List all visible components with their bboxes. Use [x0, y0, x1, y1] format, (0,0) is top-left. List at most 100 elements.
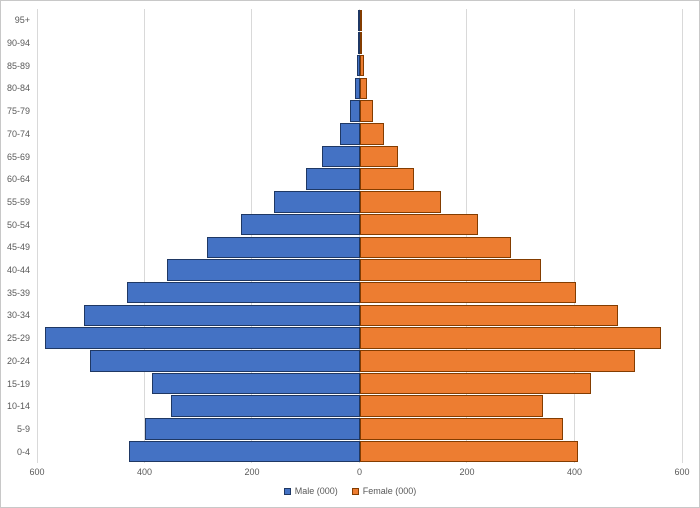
- male-bar: [322, 145, 360, 168]
- plot-area: [36, 9, 683, 463]
- female-bar: [359, 304, 618, 327]
- male-bar: [126, 281, 360, 304]
- female-bar: [359, 54, 364, 77]
- male-bar: [151, 372, 360, 395]
- female-bar: [359, 32, 362, 54]
- gridline: [681, 9, 683, 463]
- male-bar: [144, 418, 360, 440]
- pyramid-row: [37, 259, 682, 282]
- male-bar: [357, 9, 360, 32]
- male-legend-label: Male (000): [294, 486, 338, 496]
- y-axis-label: 85-89: [6, 60, 30, 71]
- female-bar: [359, 100, 374, 122]
- female-bar: [359, 213, 479, 236]
- female-legend-marker-icon: [351, 487, 359, 495]
- female-bar: [359, 191, 442, 213]
- male-bar: [44, 327, 360, 349]
- y-axis-label: 15-19: [6, 378, 30, 389]
- pyramid-row: [37, 123, 682, 146]
- pyramid-row: [37, 281, 682, 304]
- pyramid-row: [37, 191, 682, 214]
- gridline: [574, 9, 575, 463]
- y-axis-label: 60-64: [6, 174, 30, 185]
- female-bar: [359, 259, 542, 281]
- male-bar: [354, 77, 360, 100]
- female-bar: [359, 440, 578, 463]
- pyramid-row: [37, 327, 682, 350]
- female-bar: [359, 327, 661, 349]
- y-axis-label: 25-29: [6, 333, 30, 344]
- female-bar: [359, 9, 362, 32]
- pyramid-row: [37, 418, 682, 441]
- male-bar: [241, 213, 360, 236]
- y-axis-label: 45-49: [6, 242, 30, 253]
- legend-item-male: Male (000): [283, 486, 338, 496]
- y-axis-label: 0-4: [16, 446, 30, 457]
- y-axis-label: 70-74: [6, 128, 30, 139]
- pyramid-row: [37, 168, 682, 191]
- gridline: [143, 9, 145, 463]
- male-bar: [339, 123, 360, 145]
- male-bar: [83, 304, 360, 327]
- female-bar: [359, 350, 635, 372]
- male-bar: [207, 236, 360, 259]
- x-axis-tick-label: 400: [136, 467, 153, 477]
- male-bar: [357, 32, 360, 54]
- x-axis: 600 400 200 0 200 400 600: [29, 467, 689, 479]
- pyramid-row: [37, 32, 682, 55]
- pyramid-row: [37, 145, 682, 168]
- y-axis-label: 10-14: [6, 401, 30, 412]
- y-axis-label: 75-79: [6, 106, 30, 117]
- male-bar: [171, 395, 360, 417]
- male-bar: [89, 350, 360, 372]
- x-axis-tick-label: 400: [566, 467, 583, 477]
- female-bar: [359, 395, 544, 417]
- female-legend-label: Female (000): [362, 486, 417, 496]
- y-axis-label: 80-84: [6, 83, 30, 94]
- y-axis-label: 35-39: [6, 287, 30, 298]
- y-axis-label: 65-69: [6, 151, 30, 162]
- male-bar: [273, 191, 360, 213]
- pyramid-row: [37, 304, 682, 327]
- female-bar: [359, 168, 415, 190]
- legend-item-female: Female (000): [351, 486, 417, 496]
- gridline: [36, 9, 38, 463]
- pyramid-row: [37, 372, 682, 395]
- gridline: [251, 9, 253, 463]
- male-bar: [349, 100, 360, 122]
- female-bar: [359, 77, 368, 100]
- pyramid-row: [37, 54, 682, 77]
- pyramid-row: [37, 395, 682, 418]
- female-bar: [359, 236, 511, 259]
- male-bar: [357, 54, 360, 77]
- x-axis-tick-label: 200: [459, 467, 475, 477]
- female-bar: [359, 123, 384, 145]
- x-axis-tick-label: 0: [356, 467, 363, 477]
- male-bar: [129, 440, 360, 463]
- female-bar: [359, 145, 398, 168]
- pyramid-row: [37, 236, 682, 259]
- female-bar: [359, 281, 577, 304]
- y-axis-label: 95+: [14, 15, 30, 26]
- male-legend-marker-icon: [283, 487, 291, 495]
- pyramid-row: [37, 350, 682, 373]
- pyramid-row: [37, 77, 682, 100]
- y-axis-label: 40-44: [6, 265, 30, 276]
- x-axis-tick-label: 200: [244, 467, 260, 477]
- y-axis-label: 55-59: [6, 196, 30, 207]
- y-axis-label: 90-94: [6, 38, 30, 49]
- y-axis-label: 5-9: [16, 423, 30, 434]
- x-axis-tick-label: 600: [29, 467, 45, 477]
- gridline: [466, 9, 468, 463]
- pyramid-row: [37, 213, 682, 236]
- y-axis: 95+ 90-94 85-89 80-84 75-79 70-74 65-69 60-64 55…: [1, 9, 30, 463]
- gridline: [359, 9, 360, 463]
- y-axis-label: 50-54: [6, 219, 30, 230]
- female-bar: [359, 372, 591, 395]
- male-bar: [305, 168, 360, 190]
- female-bar: [359, 418, 563, 440]
- pyramid-row: [37, 100, 682, 123]
- pyramid-row: [37, 9, 682, 32]
- legend: Male (000) Female (000): [1, 486, 699, 496]
